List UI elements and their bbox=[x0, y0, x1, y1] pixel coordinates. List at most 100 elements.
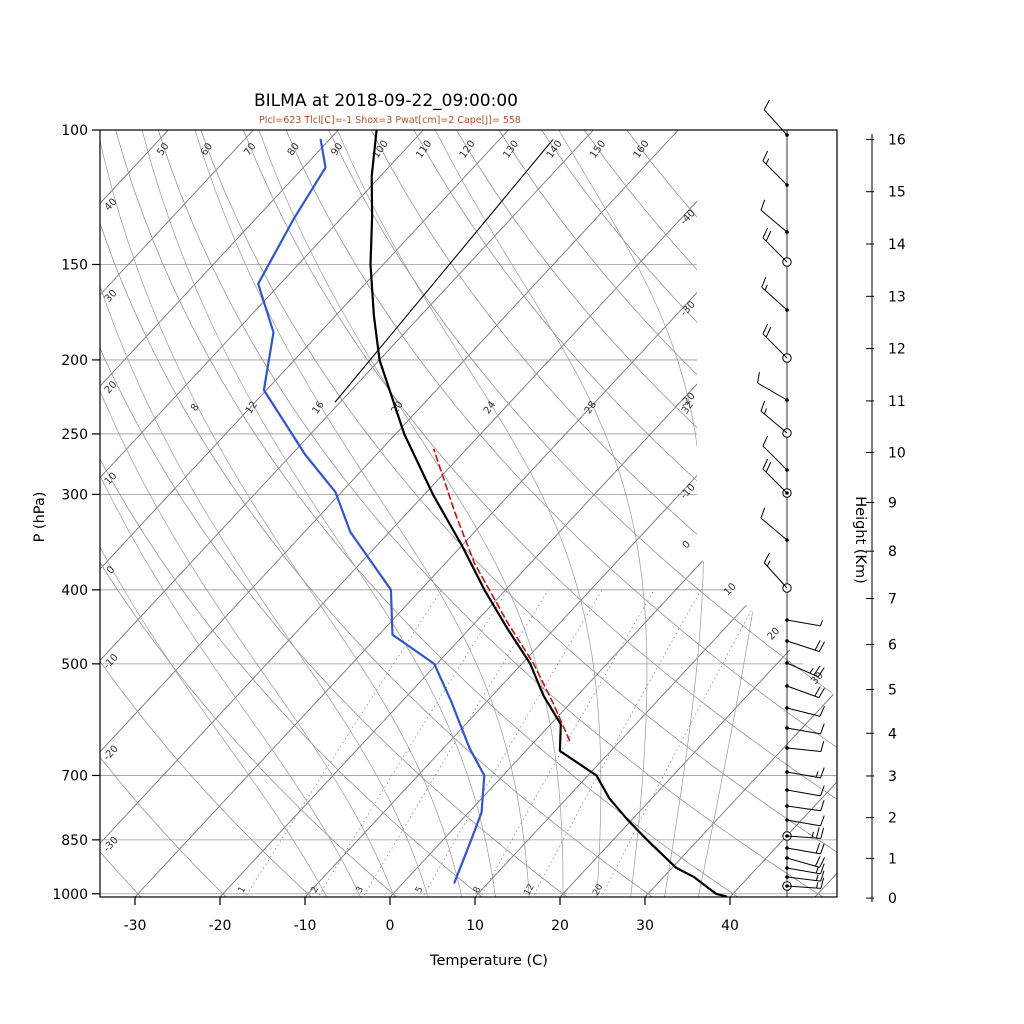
isotherm-line bbox=[127, 130, 837, 897]
wind-barb-tick bbox=[763, 552, 770, 563]
mixing-ratio-label: 8 bbox=[472, 885, 484, 895]
wind-barb-tick bbox=[818, 687, 825, 698]
isotherm-line bbox=[100, 130, 254, 897]
isotherm-label: -30 bbox=[679, 299, 698, 318]
wind-barb-tick bbox=[760, 199, 766, 211]
wind-barb bbox=[786, 685, 820, 699]
wind-barb bbox=[786, 771, 821, 779]
isotherm-line bbox=[100, 130, 764, 897]
dry-adiabat-line bbox=[100, 130, 581, 897]
wind-barb-tick bbox=[814, 856, 821, 867]
wind-barb bbox=[786, 619, 821, 627]
wind-barb-tick bbox=[817, 667, 825, 678]
wind-barb bbox=[760, 209, 788, 233]
height-tick-label: 13 bbox=[888, 289, 906, 305]
dry-adiabat-line bbox=[243, 130, 837, 897]
height-tick-label: 2 bbox=[888, 811, 897, 827]
height-tick-label: 5 bbox=[888, 682, 897, 698]
temperature-tick-label: -20 bbox=[209, 918, 232, 934]
dry-adiabat-line bbox=[200, 130, 837, 897]
wind-barb bbox=[786, 819, 821, 827]
temperature-tick-label: -30 bbox=[124, 918, 147, 934]
wind-barb bbox=[763, 562, 788, 589]
wind-barb bbox=[762, 333, 788, 359]
wind-barb-tick bbox=[820, 785, 825, 797]
wind-barb bbox=[786, 885, 821, 889]
height-tick-label: 9 bbox=[888, 496, 897, 512]
isotherm-line bbox=[637, 130, 837, 897]
dry-adiabat-line bbox=[115, 130, 753, 897]
height-tick-label: 8 bbox=[888, 544, 897, 560]
isotherm-label: -40 bbox=[679, 208, 698, 227]
pressure-tick-label: 150 bbox=[61, 257, 88, 273]
moist-adiabat-line bbox=[194, 130, 531, 897]
dry-adiabat-line bbox=[541, 130, 837, 897]
mixing-ratio-line bbox=[311, 589, 508, 897]
wind-barb-halftick bbox=[815, 867, 819, 874]
wind-barb-tick bbox=[820, 843, 825, 855]
wind-barb-tick bbox=[820, 877, 825, 889]
wind-barb-tick bbox=[815, 842, 821, 854]
isotherm-line bbox=[212, 130, 837, 897]
height-tick-label: 16 bbox=[888, 132, 906, 148]
wind-barb-tick bbox=[761, 276, 767, 288]
wind-barb-tick bbox=[820, 815, 825, 827]
moist-adiabat-line bbox=[141, 130, 498, 897]
temperature-tick-label: 0 bbox=[386, 918, 395, 934]
wind-barb-tick bbox=[820, 740, 825, 752]
sounding-profiles bbox=[257, 130, 728, 898]
wind-barb bbox=[786, 662, 819, 678]
height-tick-label: 0 bbox=[888, 891, 897, 907]
height-tick-label: 15 bbox=[888, 185, 906, 201]
isotherm-line bbox=[552, 130, 837, 897]
wind-barb bbox=[786, 805, 821, 812]
wind-barb bbox=[762, 468, 788, 494]
height-tick-label: 7 bbox=[888, 592, 897, 608]
wind-barb-tick bbox=[760, 507, 766, 519]
moist-adiabat-line bbox=[558, 130, 704, 897]
chart-subtitle: Plcl=623 Tlcl[C]=-1 Shox=3 Pwat[cm]=2 Ca… bbox=[259, 115, 521, 126]
pressure-tick-label: 250 bbox=[61, 427, 88, 443]
wind-barb-tick bbox=[819, 857, 825, 868]
height-tick-label: 6 bbox=[888, 638, 897, 654]
isotherm-line bbox=[100, 130, 509, 897]
parcel-line bbox=[433, 448, 571, 742]
temperature-tick-label: 30 bbox=[636, 918, 654, 934]
dry-adiabat-line bbox=[157, 130, 837, 897]
wind-barb-tick bbox=[820, 870, 825, 882]
temperature-tick-label: 40 bbox=[721, 918, 739, 934]
dry-adiabat-label: 60 bbox=[199, 141, 215, 158]
dry-adiabat-line bbox=[370, 130, 837, 897]
dry-adiabat-label: 130 bbox=[501, 139, 521, 161]
isotherm-label: 30 bbox=[809, 670, 826, 687]
dry-adiabat-line bbox=[100, 130, 495, 897]
wind-barb bbox=[761, 286, 788, 311]
mixing-ratio-label: 1 bbox=[237, 885, 249, 895]
height-tick-label: 11 bbox=[888, 394, 906, 410]
wind-barb-halftick bbox=[815, 771, 819, 778]
wind-barb-tick bbox=[762, 458, 769, 470]
wind-barb-column bbox=[757, 99, 825, 897]
mixing-ratio-label: 3 bbox=[355, 885, 367, 895]
wind-barb bbox=[786, 867, 821, 875]
isotherm-line bbox=[100, 130, 424, 897]
dry-adiabat-line bbox=[413, 130, 837, 897]
upper-reference-line-line bbox=[334, 139, 554, 403]
pressure-tick-label: 850 bbox=[61, 833, 88, 849]
wind-barb-halftick bbox=[764, 284, 768, 291]
dry-adiabat-line bbox=[583, 130, 837, 897]
moist-adiabat-line bbox=[100, 130, 399, 897]
temperature-tick-label: 20 bbox=[551, 918, 569, 934]
dry-adiabat-line bbox=[100, 130, 237, 897]
dry-adiabat-line bbox=[100, 130, 151, 897]
isotherm-line bbox=[100, 130, 339, 897]
wind-barb-halftick bbox=[809, 667, 814, 674]
moist-adiabat-line bbox=[100, 130, 366, 897]
wind-barb bbox=[786, 747, 821, 753]
mixing-ratio-label: 5 bbox=[414, 885, 426, 895]
dry-adiabat-line bbox=[100, 130, 667, 897]
pressure-tick-label: 100 bbox=[61, 123, 88, 139]
temperature-tick-label: -10 bbox=[294, 918, 317, 934]
